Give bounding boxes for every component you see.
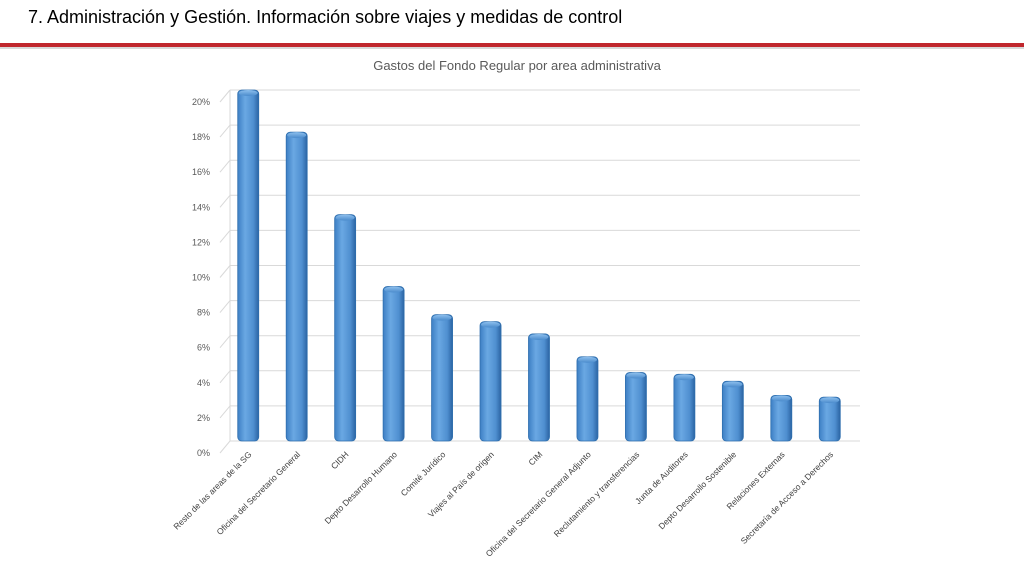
bar-cap (432, 314, 452, 321)
x-tick-label: Oficina del Secretario General (215, 449, 303, 537)
y-tick-label: 8% (197, 308, 210, 318)
y-tick-label: 20% (192, 97, 210, 107)
y-tick-label: 4% (197, 378, 210, 388)
bar (818, 396, 841, 442)
y-tick-label: 6% (197, 343, 210, 353)
gridline-depth (219, 159, 231, 173)
bar-cap (577, 356, 597, 363)
gridline-depth (219, 89, 231, 103)
bar (479, 321, 502, 442)
bar-body (431, 314, 453, 442)
bar-cap (723, 381, 743, 388)
gridline-depth (219, 124, 231, 138)
bar-cap (820, 397, 840, 404)
bar-body (721, 380, 744, 442)
bar (770, 394, 793, 442)
bar (431, 314, 453, 442)
x-tick-label: Junta de Auditores (633, 449, 690, 506)
bar-cap (626, 372, 646, 379)
bar (528, 333, 550, 442)
y-tick-label: 12% (192, 237, 210, 247)
gridline-depth (219, 230, 231, 243)
x-tick-label: Depto Desarrollo Sostenible (656, 449, 738, 531)
bar (334, 214, 357, 442)
bar (382, 286, 405, 442)
bar-body (528, 333, 550, 442)
bars (237, 89, 841, 442)
x-tick-label: Secretaría de Acceso a Derechos (739, 449, 836, 546)
bar (576, 356, 599, 442)
bar-cap (335, 214, 355, 221)
bar-body (237, 89, 260, 442)
bar-cap (771, 395, 791, 402)
y-tick-label: 10% (192, 273, 210, 283)
x-tick-label: CIM (526, 449, 544, 467)
bar-body (576, 356, 599, 442)
slide-title: 7. Administración y Gestión. Información… (28, 7, 623, 27)
bar (673, 373, 696, 442)
gridline-depth (219, 300, 231, 313)
bar-body (673, 373, 696, 442)
bar-body (285, 131, 308, 442)
bar-body (770, 394, 793, 442)
y-axis-ticks: 0% 2% 4% 6% 8% 10% 12% 14% 16% 18% 20% (192, 97, 210, 458)
bar-body (818, 396, 841, 442)
y-tick-label: 14% (192, 202, 210, 212)
bar-cap (481, 321, 501, 328)
title-divider-shadow (0, 47, 1024, 49)
bar-body (382, 286, 405, 442)
gridline-depth (219, 265, 231, 278)
bar-cap (674, 374, 694, 381)
gridline-depth (219, 405, 231, 419)
x-tick-label: Oficina del Secretario General Adjunto (484, 449, 593, 558)
bar-cap (384, 286, 404, 293)
x-tick-label: Comité Jurídico (399, 449, 448, 498)
y-tick-label: 2% (197, 413, 210, 423)
title-divider (0, 43, 1024, 47)
gridline-depth (219, 440, 231, 454)
bar-cap (287, 132, 307, 139)
bar-body (625, 372, 647, 442)
bar-body (334, 214, 357, 442)
bar (285, 131, 308, 442)
bar-body (479, 321, 502, 442)
bar-cap (238, 90, 258, 96)
x-tick-label: Resto de las areas de la SG (171, 449, 253, 531)
gridline-depth (219, 335, 231, 349)
y-tick-label: 0% (197, 448, 210, 458)
gridline-depth (219, 370, 231, 384)
bar (721, 380, 744, 442)
bar (237, 89, 260, 442)
bar (625, 372, 647, 442)
x-tick-label: CIDH (329, 449, 351, 471)
y-tick-label: 16% (192, 167, 210, 177)
gridline-depth (219, 194, 231, 208)
bar-cap (529, 333, 549, 340)
chart-title: Gastos del Fondo Regular por area admini… (373, 58, 661, 73)
x-tick-label: Reclutamiento y transferencias (552, 449, 642, 539)
y-tick-label: 18% (192, 132, 210, 142)
